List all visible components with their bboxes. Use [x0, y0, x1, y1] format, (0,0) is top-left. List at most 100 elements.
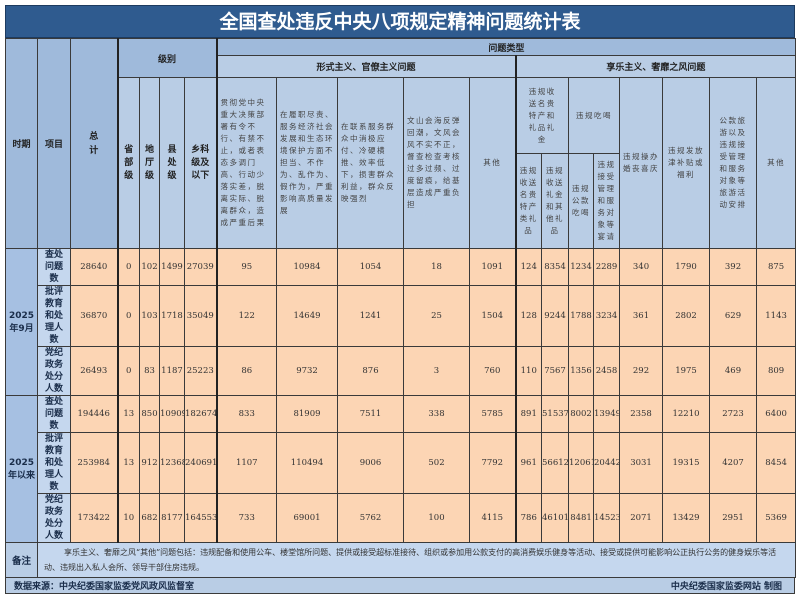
header-total: 总计: [70, 38, 118, 249]
header-level: 级别: [116, 38, 218, 78]
data-cell: 8002: [568, 395, 595, 433]
data-cell: 0: [116, 346, 140, 396]
header-level-township: 乡科级及以下: [183, 77, 218, 249]
data-cell: 6400: [756, 395, 797, 433]
header-allowances: 违规发放津补贴或福利: [662, 77, 711, 249]
data-cell: 1790: [662, 248, 711, 286]
data-source: 数据来源：中央纪委国家监委党风政风监督室: [14, 582, 195, 592]
header-dining-public: 违规公款吃喝: [568, 153, 595, 249]
table-row: 党纪政务处分人数 26493 0 83 1187 25223 86 9732 876 3 760 11…: [6, 346, 797, 396]
data-cell: 5785: [469, 395, 517, 433]
data-cell: 8354: [541, 248, 570, 286]
data-cell: 1499: [159, 248, 185, 286]
data-cell: 51537: [541, 395, 570, 433]
data-cell: 2071: [619, 493, 664, 543]
data-cell: 8454: [756, 432, 797, 494]
data-cell: 1187: [159, 346, 185, 396]
data-cell: 733: [215, 493, 278, 543]
data-cell: 469: [709, 346, 758, 396]
data-cell: 124: [514, 248, 543, 286]
table-row: 2025年9月 查处问题数 28640 0 102 1499 27039 95 10984 105…: [5, 248, 797, 396]
data-cell: 164553: [183, 493, 218, 543]
data-cell: 8177: [159, 493, 185, 543]
data-cell: 83: [139, 346, 160, 396]
data-cell: 240691: [183, 432, 218, 494]
data-cell: 102: [139, 248, 160, 286]
data-cell: 833: [215, 395, 278, 433]
row-item-label: 党纪政务处分人数: [37, 346, 71, 396]
data-cell: 10984: [276, 248, 339, 286]
data-cell: 912: [139, 432, 160, 494]
note-text: 享乐主义、奢靡之风“其他”问题包括：违规配备和使用公车、楼堂馆所问题、提供或接受…: [36, 542, 797, 578]
data-cell: 27039: [183, 248, 218, 286]
data-cell: 809: [756, 346, 797, 396]
data-cell: 9732: [276, 346, 339, 396]
data-cell: 18: [403, 248, 471, 286]
data-cell: 13: [116, 432, 140, 494]
data-cell: 35049: [183, 285, 218, 347]
period-label: 2025年9月: [5, 248, 38, 396]
table-row: 2025年以来 查处问题数 194446 13 850 10909 182674 833 819…: [5, 395, 797, 543]
header-item: 项目: [37, 38, 71, 249]
data-cell: 2289: [593, 248, 621, 286]
data-cell: 1054: [337, 248, 405, 286]
period-label: 2025年以来: [5, 395, 38, 543]
note-row: 备注 享乐主义、奢靡之风“其他”问题包括：违规配备和使用公车、楼堂馆所问题、提供…: [5, 542, 797, 578]
data-cell: 0: [116, 248, 140, 286]
data-cell: 0: [116, 285, 140, 347]
data-cell: 682: [139, 493, 160, 543]
header-level-prefecture: 地厅级: [139, 77, 160, 249]
header-formalism-col-1: 贯彻党中央重大决策部署有令不行、有禁不止，或者表态多调门高、行动少落实差，脱离实…: [215, 77, 278, 249]
data-cell: 95: [215, 248, 278, 286]
data-cell: 8481: [568, 493, 595, 543]
header-formalism-col-3: 在联系服务群众中消极应付、冷硬横推、效率低下，损害群众利益，群众反映强烈: [337, 77, 405, 249]
credit: 中央纪委国家监委网站 制图: [670, 582, 782, 592]
data-cell: 7511: [337, 395, 405, 433]
table-row: 批评教育和处理人数 253984 13 912 12368 240691 1107 11049…: [6, 432, 797, 494]
data-cell: 1241: [337, 285, 405, 347]
table-row: 批评教育和处理人数 36870 0 103 1718 35049 122 14649 1241 2…: [6, 285, 797, 347]
data-cell: 7567: [541, 346, 570, 396]
data-cell: 340: [619, 248, 664, 286]
data-cell: 81909: [276, 395, 339, 433]
table-data: 2025年9月 查处问题数 28640 0 102 1499 27039 95 10984 105…: [5, 248, 797, 543]
data-cell: 86: [215, 346, 278, 396]
data-cell: 10: [116, 493, 140, 543]
data-cell: 1788: [568, 285, 595, 347]
data-cell: 28640: [70, 248, 118, 286]
data-cell: 36870: [70, 285, 118, 347]
data-cell: 4207: [709, 432, 758, 494]
data-cell: 25223: [183, 346, 218, 396]
data-cell: 1091: [469, 248, 517, 286]
header-level-county: 县处级: [159, 77, 185, 249]
header-hedonism: 享乐主义、奢靡之风问题: [514, 55, 797, 78]
header-formalism-col-2: 在履职尽责、服务经济社会发展和生态环境保护方面不担当、不作为、乱作为、假作为，严…: [276, 77, 339, 249]
data-cell: 5762: [337, 493, 405, 543]
data-cell: 1975: [662, 346, 711, 396]
data-cell: 1107: [215, 432, 278, 494]
header-travel: 公款旅游以及违规接受管理和服务对象等旅游活动安排: [709, 77, 758, 249]
data-cell: 891: [514, 395, 543, 433]
header-weddings-funerals: 违规操办婚丧喜庆: [619, 77, 664, 249]
stats-table-frame: 全国查处违反中央八项规定精神问题统计表 时期 项目 总计 级别 问题类型 形式主…: [5, 5, 797, 594]
data-cell: 961: [514, 432, 543, 494]
data-cell: 1234: [568, 248, 595, 286]
data-cell: 1143: [756, 285, 797, 347]
data-cell: 292: [619, 346, 664, 396]
header-gifts-cash: 违规收送礼金和其他礼品: [541, 153, 570, 249]
header-gifts-specialty: 违规收送名贵特产类礼品: [514, 153, 543, 249]
header-period: 时期: [5, 38, 38, 249]
data-cell: 110: [514, 346, 543, 396]
header-dining-group: 违规吃喝: [568, 77, 621, 154]
data-cell: 14523: [593, 493, 621, 543]
data-cell: 128: [514, 285, 543, 347]
data-cell: 9244: [541, 285, 570, 347]
data-cell: 3031: [619, 432, 664, 494]
data-cell: 10909: [159, 395, 185, 433]
note-label: 备注: [5, 542, 38, 578]
data-cell: 5369: [756, 493, 797, 543]
data-cell: 502: [403, 432, 471, 494]
footer: 数据来源：中央纪委国家监委党风政风监督室 中央纪委国家监委网站 制图: [5, 578, 795, 594]
data-cell: 9006: [337, 432, 405, 494]
data-cell: 1356: [568, 346, 595, 396]
